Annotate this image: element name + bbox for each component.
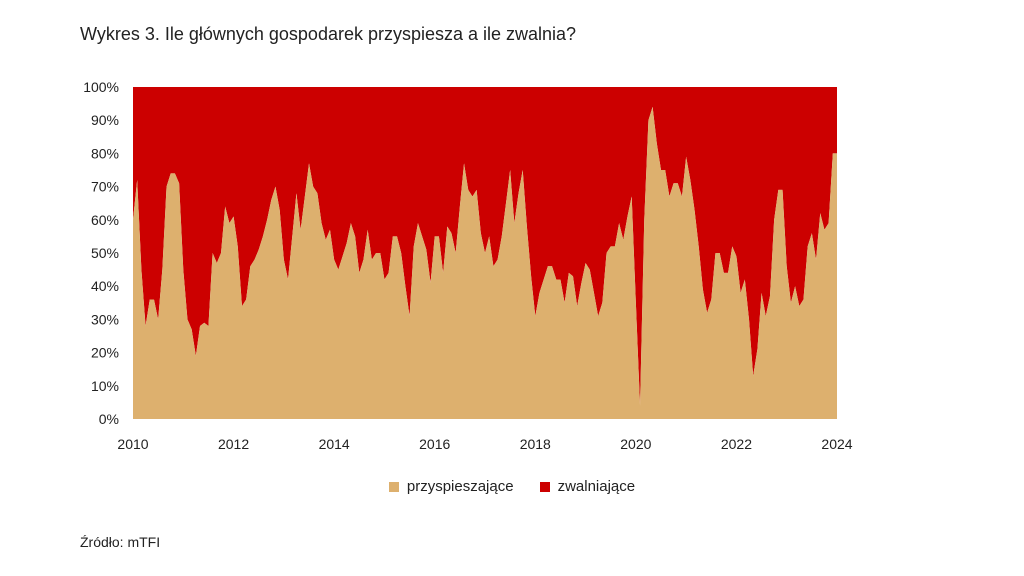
legend-label-decelerating: zwalniające — [557, 478, 636, 495]
legend-label-accelerating: przyspieszające — [406, 478, 514, 495]
series-area-decelerating — [133, 87, 837, 406]
x-tick-label: 2020 — [620, 436, 651, 452]
x-tick-label: 2024 — [821, 436, 852, 452]
x-axis-tick-labels: 2010 2012 2014 2016 2018 2020 2022 2024 — [117, 436, 852, 452]
x-tick-label: 2016 — [419, 436, 450, 452]
x-tick-label: 2010 — [117, 436, 148, 452]
legend: przyspieszające zwalniające — [0, 478, 1024, 495]
y-tick-label: 30% — [91, 311, 119, 327]
y-tick-label: 10% — [91, 378, 119, 394]
source-note: Źródło: mTFI — [80, 534, 161, 550]
chart-areas — [133, 87, 837, 420]
y-tick-label: 20% — [91, 345, 119, 361]
chart-title: Wykres 3. Ile głównych gospodarek przysp… — [80, 24, 577, 44]
y-tick-label: 0% — [99, 411, 119, 427]
x-tick-label: 2022 — [721, 436, 752, 452]
y-tick-label: 90% — [91, 112, 119, 128]
y-tick-label: 40% — [91, 278, 119, 294]
series-area-accelerating — [133, 106, 837, 420]
y-axis-tick-labels: 0% 10% 20% 30% 40% 50% 60% 70% 80% 90% 100% — [83, 79, 119, 427]
legend-swatch-accelerating — [388, 481, 399, 492]
y-tick-label: 60% — [91, 212, 119, 228]
x-tick-label: 2014 — [319, 436, 350, 452]
legend-swatch-decelerating — [539, 481, 550, 492]
legend-item-decelerating: zwalniające — [539, 478, 636, 495]
legend-item-accelerating: przyspieszające — [388, 478, 514, 495]
y-tick-label: 100% — [83, 79, 119, 95]
x-tick-label: 2012 — [218, 436, 249, 452]
y-tick-label: 50% — [91, 245, 119, 261]
x-tick-label: 2018 — [520, 436, 551, 452]
y-tick-label: 80% — [91, 145, 119, 161]
y-tick-label: 70% — [91, 179, 119, 195]
